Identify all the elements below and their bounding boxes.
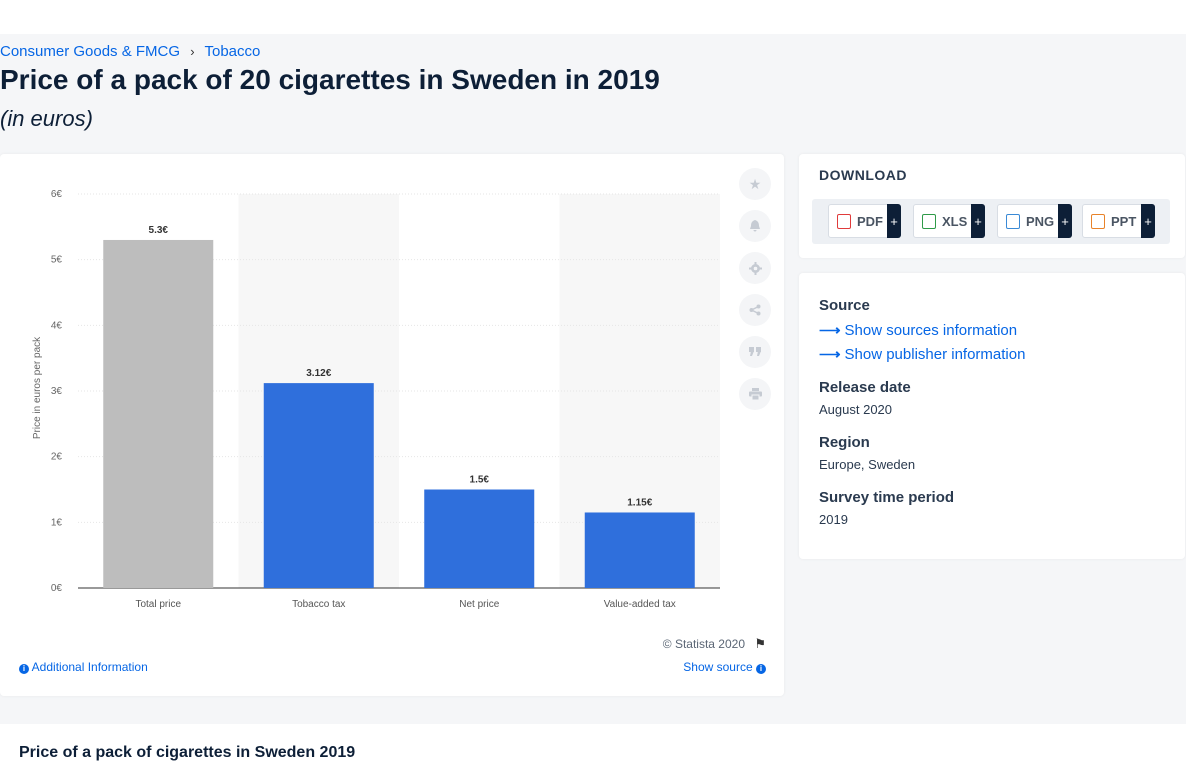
survey-period-value: 2019	[819, 512, 848, 527]
breadcrumb-item-tobacco[interactable]: Tobacco	[204, 43, 261, 60]
bar-net-price	[424, 489, 535, 588]
data-label: 3.12€	[306, 368, 331, 379]
breadcrumb: Consumer Goods & FMCG › Tobacco	[0, 43, 260, 60]
show-sources-label: Show sources information	[844, 322, 1018, 339]
download-pdf-button[interactable]: PDF +	[828, 204, 901, 238]
release-date-value: August 2020	[819, 402, 893, 417]
y-tick-label: 0€	[51, 583, 63, 594]
flag-icon[interactable]: ⚑	[754, 636, 766, 651]
ppt-file-icon	[1091, 213, 1105, 229]
related-section: Price of a pack of cigarettes in Sweden …	[0, 724, 1186, 764]
y-tick-label: 5€	[51, 255, 63, 266]
y-tick-label: 3€	[51, 386, 63, 397]
ppt-plus-icon: +	[1141, 204, 1155, 238]
additional-information-link[interactable]: i Additional Information	[19, 660, 148, 674]
additional-information-label: Additional Information	[31, 660, 148, 674]
xls-file-icon	[922, 213, 936, 229]
chart-card: 0€ 1€ 2€ 3€ 4€ 5€ 6€ Price in euros per pack 5.3…	[0, 154, 784, 696]
star-icon[interactable]: ★	[739, 168, 771, 200]
show-publisher-link[interactable]: ⟶ Show publisher information	[819, 345, 1025, 363]
y-tick-label: 2€	[51, 452, 63, 463]
download-heading: DOWNLOAD	[819, 167, 907, 183]
arrow-right-icon: ⟶	[819, 322, 841, 339]
show-source-link[interactable]: Show source i	[683, 660, 766, 674]
png-plus-icon: +	[1058, 204, 1072, 238]
page-subtitle: (in euros)	[0, 106, 93, 131]
region-value: Europe, Sweden	[819, 457, 916, 472]
y-tick-label: 1€	[51, 517, 63, 528]
print-icon[interactable]	[739, 378, 771, 410]
copyright-text: © Statista 2020	[662, 637, 745, 651]
download-ppt-label: PPT	[1111, 213, 1137, 229]
top-bar	[0, 0, 1186, 34]
download-xls-label: XLS	[942, 213, 968, 229]
breadcrumb-separator: ›	[190, 44, 195, 59]
copyright: © Statista 2020 ⚑	[663, 636, 766, 652]
release-date-heading: Release date	[819, 379, 911, 396]
download-card: DOWNLOAD PDF + XLS + PNG + PPT +	[799, 154, 1185, 258]
page-title: Price of a pack of 20 cigarettes in Swed…	[0, 64, 660, 95]
data-label: 1.5€	[470, 475, 490, 486]
show-source-label: Show source	[683, 660, 753, 674]
bar-total-price	[103, 239, 214, 588]
bar-chart: 0€ 1€ 2€ 3€ 4€ 5€ 6€ Price in euros per pack 5.3…	[32, 189, 720, 610]
show-publisher-label: Show publisher information	[844, 346, 1026, 363]
bell-icon[interactable]	[739, 210, 771, 242]
info-icon: i	[756, 664, 766, 674]
x-tick-label: Tobacco tax	[292, 599, 345, 610]
show-sources-link[interactable]: ⟶ Show sources information	[819, 321, 1017, 339]
bar-value-added-tax	[584, 512, 695, 588]
download-ppt-button[interactable]: PPT +	[1082, 204, 1155, 238]
related-title: Price of a pack of cigarettes in Sweden …	[19, 744, 356, 761]
gear-icon[interactable]	[739, 252, 771, 284]
x-tick-label: Total price	[135, 599, 181, 610]
survey-period-heading: Survey time period	[819, 489, 955, 506]
download-png-button[interactable]: PNG +	[997, 204, 1072, 238]
y-tick-label: 6€	[51, 189, 63, 200]
info-icon: i	[19, 664, 29, 674]
y-axis-label: Price in euros per pack	[32, 336, 43, 439]
download-button-row: PDF + XLS + PNG + PPT +	[812, 199, 1170, 244]
region-heading: Region	[819, 434, 870, 451]
source-heading: Source	[819, 297, 870, 314]
breadcrumb-item-consumer-goods[interactable]: Consumer Goods & FMCG	[0, 43, 181, 60]
data-label: 1.15€	[627, 497, 652, 508]
download-pdf-label: PDF	[857, 213, 883, 229]
share-icon[interactable]	[739, 294, 771, 326]
download-png-label: PNG	[1026, 213, 1055, 229]
pdf-plus-icon: +	[887, 204, 901, 238]
download-xls-button[interactable]: XLS +	[913, 204, 985, 238]
bar-tobacco-tax	[263, 383, 374, 588]
x-tick-label: Net price	[459, 599, 499, 610]
xls-plus-icon: +	[971, 204, 985, 238]
x-tick-label: Value-added tax	[604, 599, 676, 610]
pdf-file-icon	[837, 213, 851, 229]
y-tick-label: 4€	[51, 320, 63, 331]
png-file-icon	[1006, 213, 1020, 229]
quote-icon[interactable]	[739, 336, 771, 368]
arrow-right-icon: ⟶	[819, 346, 841, 363]
data-label: 5.3€	[149, 225, 169, 236]
statistic-details-card: Source ⟶ Show sources information ⟶ Show p…	[799, 273, 1185, 559]
